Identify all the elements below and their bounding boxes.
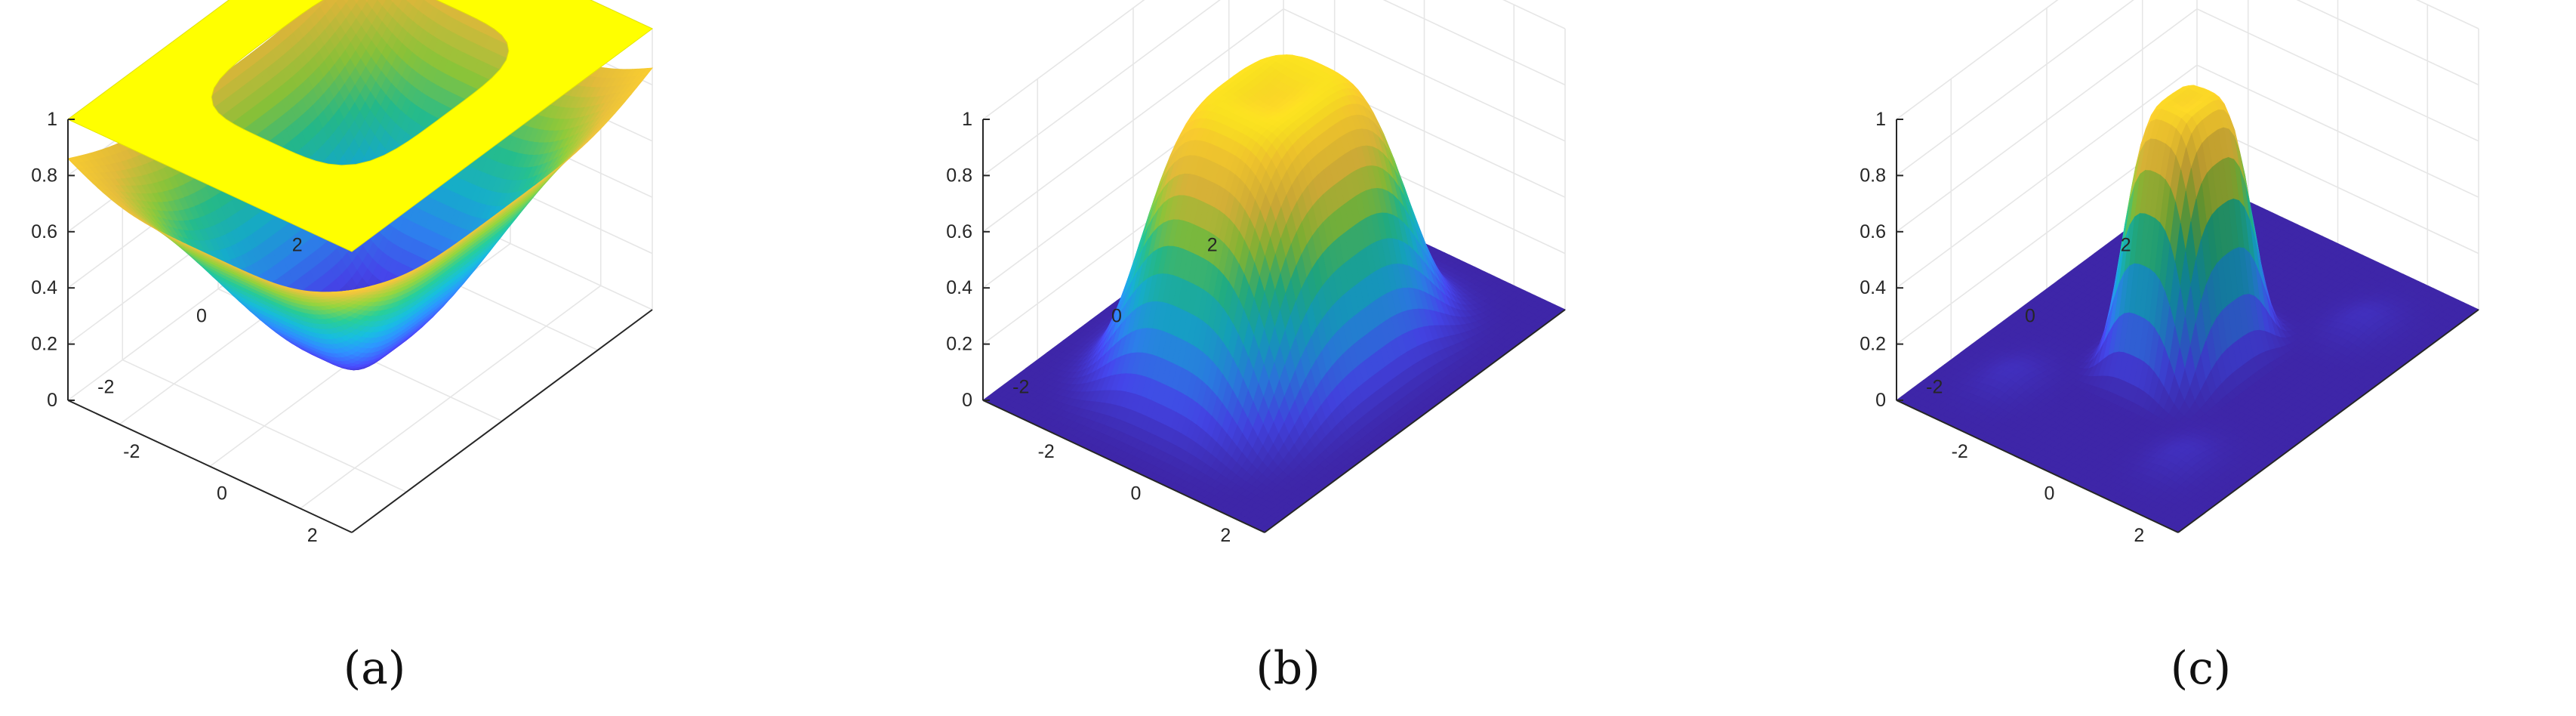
- y-tick-label: 2: [2121, 235, 2131, 256]
- z-tick-label: 0.4: [1860, 277, 1886, 298]
- x-tick-label: 0: [2044, 483, 2055, 505]
- x-tick-label: 0: [217, 483, 227, 505]
- z-tick-label: 0.2: [946, 334, 972, 355]
- z-tick-label: 0.8: [31, 165, 57, 186]
- z-tick-label: 0.6: [946, 221, 972, 242]
- back-wall-right: [2247, 0, 2479, 310]
- axes: [982, 119, 1566, 533]
- axes: [1896, 119, 2479, 533]
- z-tick-label: 0.8: [1860, 165, 1886, 186]
- panel-caption: (b): [1256, 642, 1320, 695]
- surface-mesh: [1896, 85, 2479, 533]
- y-tick-label: 2: [1207, 235, 1218, 256]
- z-tick-label: 0.4: [31, 277, 57, 298]
- z-tick-label: 0.4: [946, 277, 972, 298]
- y-tick-label: 0: [1111, 306, 1122, 327]
- z-tick-label: 0.8: [946, 165, 972, 186]
- x-tick-label: 0: [1131, 483, 1142, 505]
- x-tick-label: 2: [1220, 525, 1231, 546]
- z-tick-label: 0.6: [1860, 221, 1886, 242]
- z-tick-label: 0.6: [31, 221, 57, 242]
- z-tick-label: 0: [962, 390, 972, 411]
- z-tick-label: 1: [1875, 109, 1886, 130]
- z-tick-label: 0: [47, 390, 57, 411]
- y-tick-label: -2: [1012, 376, 1029, 397]
- y-tick-label: -2: [97, 376, 114, 397]
- panel-c: 0 0.2 0.4 0.6 0.8 1 2 0 -2 -2 0 2 (c): [1860, 0, 2479, 695]
- panel-caption: (c): [2171, 642, 2231, 695]
- x-tick-label: -2: [1038, 441, 1055, 462]
- panel-caption: (a): [344, 642, 406, 695]
- panel-b: 0 0.2 0.4 0.6 0.8 1 2 0 -2 -2 0 2 (b): [946, 0, 1566, 695]
- x-tick-label: -2: [123, 441, 140, 462]
- z-tick-label: 0.2: [1860, 334, 1886, 355]
- reference-plane: [67, 0, 653, 252]
- y-tick-label: -2: [1926, 376, 1943, 397]
- x-tick-label: -2: [1952, 441, 1968, 462]
- y-tick-label: 0: [196, 306, 207, 327]
- z-tick-label: 1: [47, 109, 57, 130]
- axes: [67, 119, 653, 533]
- x-tick-label: 2: [2134, 525, 2144, 546]
- x-tick-label: 2: [307, 525, 318, 546]
- y-tick-label: 2: [292, 235, 303, 256]
- z-tick-label: 0: [1875, 390, 1886, 411]
- z-tick-label: 1: [962, 109, 972, 130]
- y-tick-label: 0: [2025, 306, 2035, 327]
- panel-a: 0 0.2 0.4 0.6 0.8 1 2 0 -2 -2 0 2 (a): [31, 0, 653, 695]
- z-tick-label: 0.2: [31, 334, 57, 355]
- surface-mesh: [982, 54, 1566, 533]
